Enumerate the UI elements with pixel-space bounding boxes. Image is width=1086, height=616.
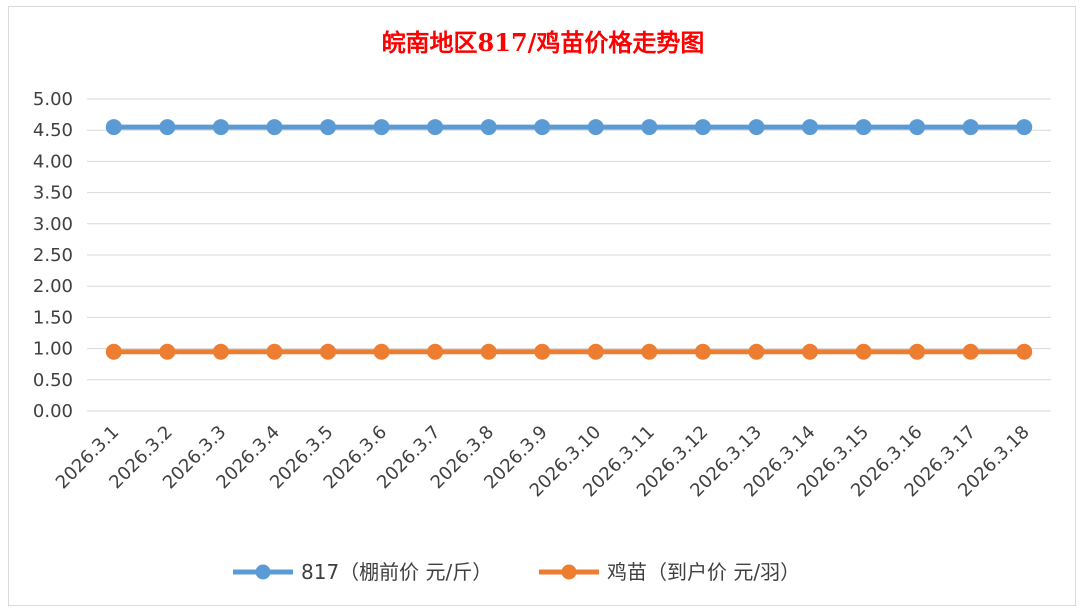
data-point [105,119,122,136]
legend-label: 817（棚前价 元/斤） [301,560,492,584]
data-point [1016,119,1033,136]
data-point [212,343,229,360]
data-point [427,119,444,136]
data-point [909,119,926,136]
data-point [802,119,818,136]
data-point [266,343,283,360]
data-point [855,119,872,136]
data-point [748,119,765,136]
chart-title: 皖南地区817/鸡苗价格走势图 [382,28,705,57]
series-layer [105,119,1033,360]
data-point [159,343,176,360]
y-tick-label: 2.00 [33,276,73,297]
data-point [694,343,711,360]
data-point [855,343,872,360]
y-tick-label: 1.00 [33,339,73,360]
data-point [587,119,604,136]
data-point [373,343,390,360]
data-point [641,343,658,360]
data-point [909,343,926,360]
legend-swatch-marker [255,564,271,580]
legend-item: 鸡苗（到户价 元/羽） [539,560,800,584]
legend: 817（棚前价 元/斤） 鸡苗（到户价 元/羽） [233,560,800,584]
legend-swatch-marker [561,564,577,580]
y-tick-label: 4.50 [33,120,73,141]
line-chart: 皖南地区817/鸡苗价格走势图 0.00 0.50 1.00 1.50 2.00 2.50… [33,28,1051,584]
data-point [105,343,122,360]
legend-label: 鸡苗（到户价 元/羽） [607,560,800,584]
y-tick-label: 0.50 [33,370,73,391]
y-tick-label: 3.50 [33,183,73,204]
y-axis-ticks: 0.00 0.50 1.00 1.50 2.00 2.50 3.00 3.50 4.00 4.50… [33,89,73,422]
data-point [373,119,390,136]
chart-frame: 皖南地区817/鸡苗价格走势图 0.00 0.50 1.00 1.50 2.00 2.50… [8,6,1076,606]
data-point [802,343,818,360]
data-point [962,119,979,136]
data-point [587,343,604,360]
data-point [534,343,551,360]
y-tick-label: 5.00 [33,89,73,110]
x-axis-ticks: 2026.3.12026.3.22026.3.32026.3.42026.3.5… [52,422,1034,502]
data-point [159,119,176,136]
data-point [427,343,444,360]
data-point [212,119,229,136]
data-point [641,119,658,136]
data-point [320,343,336,360]
data-point [694,119,711,136]
data-point [480,119,497,136]
gridlines [87,98,1051,412]
y-tick-label: 0.00 [33,401,73,422]
y-tick-label: 4.00 [33,151,73,172]
data-point [480,343,497,360]
y-tick-label: 3.00 [33,214,73,235]
data-point [534,119,551,136]
data-point [962,343,979,360]
data-point [1016,343,1033,360]
data-point [266,119,283,136]
y-tick-label: 1.50 [33,307,73,328]
y-tick-label: 2.50 [33,245,73,266]
data-point [748,343,765,360]
legend-item: 817（棚前价 元/斤） [233,560,492,584]
data-point [320,119,336,136]
